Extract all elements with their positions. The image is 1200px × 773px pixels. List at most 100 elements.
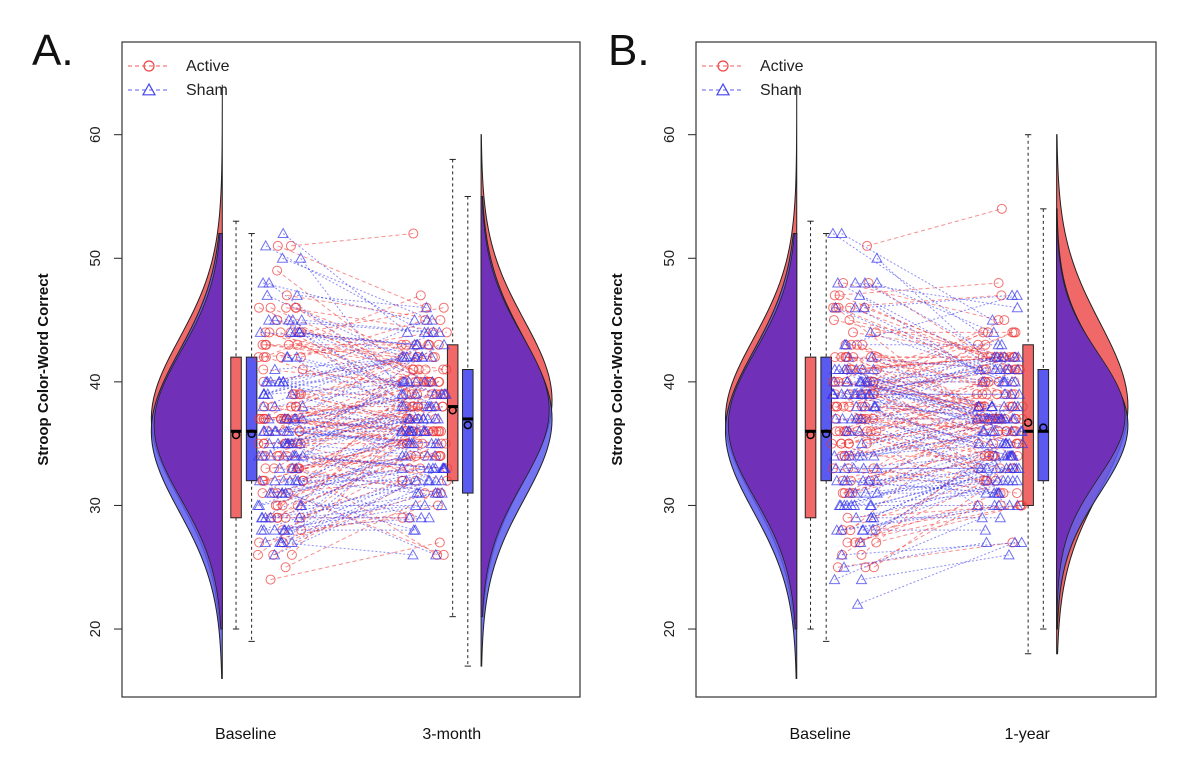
pair-line: [263, 356, 423, 395]
data-point: [856, 363, 869, 374]
pair-line: [852, 331, 1015, 358]
data-point: [854, 536, 867, 548]
data-point: [433, 326, 446, 337]
data-point: [826, 438, 837, 449]
pair-line: [859, 480, 988, 543]
pair-line: [273, 480, 416, 556]
y-tick-label: 60: [661, 126, 678, 143]
pair-line: [276, 270, 441, 395]
data-point: [854, 375, 867, 387]
data-point: [272, 265, 283, 276]
data-point: [436, 462, 449, 473]
pair-line: [832, 331, 989, 383]
pair-line: [861, 406, 993, 445]
pair-line: [851, 406, 979, 420]
data-point: [829, 352, 840, 363]
box: [820, 356, 832, 482]
pair-line: [267, 369, 426, 432]
data-point: [263, 425, 275, 436]
data-point: [996, 290, 1007, 301]
pair-line: [876, 467, 997, 494]
data-point: [418, 375, 431, 387]
data-point: [268, 400, 281, 412]
data-point: [848, 327, 859, 338]
pair-line: [270, 455, 430, 482]
data-point: [869, 400, 882, 412]
data-point: [995, 338, 1008, 350]
pair-line: [274, 356, 423, 370]
box: [230, 356, 242, 519]
boxplot-active-baseline: [804, 220, 817, 630]
pair-line: [302, 430, 434, 482]
data-point: [851, 598, 864, 609]
data-point: [848, 499, 861, 510]
data-point: [830, 474, 843, 486]
pair-line: [861, 356, 996, 370]
pair-line: [278, 381, 425, 432]
data-point: [831, 426, 842, 437]
data-point: [269, 474, 281, 486]
data-point: [435, 315, 446, 326]
data-point: [844, 315, 855, 326]
data-point: [842, 512, 853, 523]
data-point: [865, 511, 877, 523]
pair-line: [847, 356, 979, 408]
pair-line: [847, 381, 1010, 445]
legend-marker-circle: [143, 60, 155, 72]
pair-line: [286, 356, 442, 395]
pair-line: [870, 393, 987, 432]
data-point: [440, 388, 452, 399]
data-point: [998, 400, 1010, 412]
data-point: [296, 449, 309, 461]
data-point: [429, 548, 442, 560]
data-point: [850, 400, 863, 412]
box: [462, 369, 474, 494]
data-point: [871, 276, 883, 288]
pair-line: [282, 257, 433, 321]
box: [446, 344, 459, 482]
pair-line: [288, 430, 402, 531]
data-point: [832, 401, 843, 412]
data-point: [853, 289, 866, 300]
data-point: [294, 252, 307, 263]
data-point: [982, 474, 995, 486]
data-point: [866, 351, 878, 362]
legend-label-sham: Sham: [760, 82, 802, 99]
data-point: [425, 351, 438, 362]
data-point: [829, 412, 842, 424]
data-point: [410, 425, 423, 436]
x-category-label: Baseline: [790, 726, 851, 743]
density-layer: [724, 84, 1129, 679]
data-point: [831, 276, 844, 288]
pair-line: [298, 467, 438, 556]
pair-line: [854, 307, 1003, 383]
pair-line: [854, 492, 1001, 543]
pair-line: [860, 381, 1012, 432]
data-point: [842, 351, 855, 362]
pair-line: [847, 369, 1002, 420]
pair-line: [835, 418, 1023, 445]
data-point: [396, 449, 409, 461]
pair-line: [844, 480, 1000, 494]
pair-line: [874, 406, 1015, 420]
data-point: [1000, 462, 1013, 473]
data-point: [1007, 327, 1018, 338]
data-point: [429, 487, 442, 498]
data-point: [838, 338, 851, 350]
data-point: [829, 301, 842, 313]
pair-line: [871, 356, 979, 408]
data-point: [999, 388, 1011, 399]
data-point: [407, 548, 419, 560]
pair-line: [835, 307, 979, 420]
pair-line: [866, 418, 999, 445]
boxplot-sham-followup: [1037, 208, 1050, 630]
pair-line: [857, 430, 995, 457]
data-point: [415, 290, 426, 301]
pair-line: [876, 282, 994, 333]
pair-line: [291, 480, 417, 543]
data-point: [1017, 413, 1028, 424]
data-point: [834, 290, 845, 301]
pair-line: [855, 282, 1018, 309]
pair-line: [286, 307, 447, 333]
data-point: [836, 438, 847, 449]
